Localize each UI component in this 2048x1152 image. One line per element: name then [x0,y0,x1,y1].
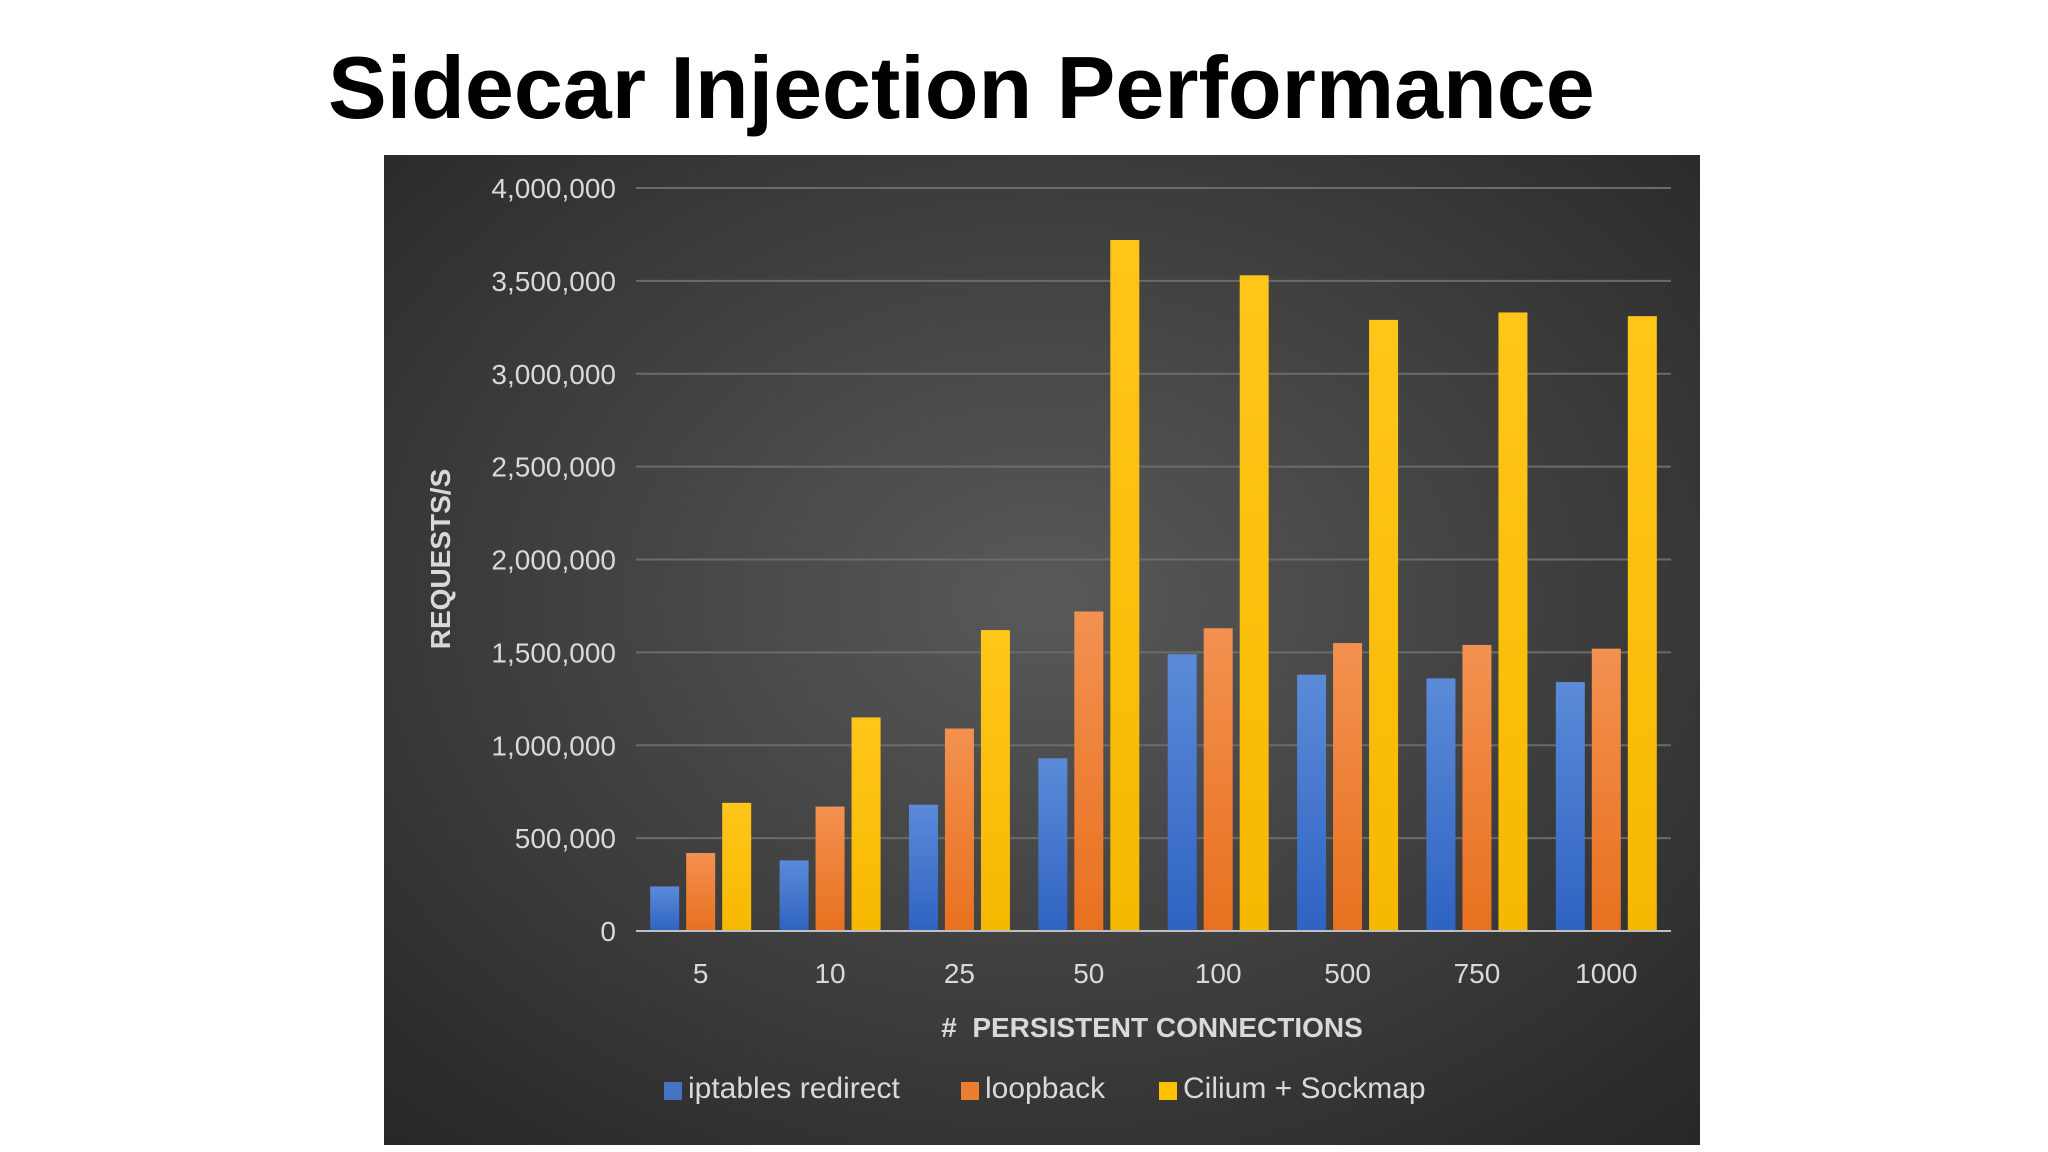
bar-loopback-100 [1203,628,1233,931]
x-tick-label: 25 [944,958,975,989]
y-tick-label: 1,500,000 [491,637,616,668]
legend-swatch [961,1082,979,1100]
bar-cilium-sockmap-1000 [1627,316,1657,931]
y-tick-label: 2,500,000 [491,452,616,483]
bar-iptables-redirect-5 [650,886,680,931]
x-tick-label: 1000 [1575,958,1637,989]
bar-loopback-5 [686,852,716,931]
bar-iptables-redirect-50 [1038,758,1068,931]
y-tick-label: 2,000,000 [491,545,616,576]
legend-label: iptables redirect [688,1072,900,1105]
legend-swatch [1159,1082,1177,1100]
y-tick-label: 3,000,000 [491,359,616,390]
legend-label: Cilium + Sockmap [1183,1072,1426,1105]
x-axis-title: # PERSISTENT CONNECTIONS [941,1012,1363,1043]
y-axis-title: REQUESTS/S [425,469,456,649]
bar-loopback-50 [1074,611,1104,931]
x-tick-label: 50 [1073,958,1104,989]
bar-iptables-redirect-100 [1167,654,1197,931]
bar-iptables-redirect-10 [779,860,809,931]
x-tick-label: 5 [693,958,709,989]
legend: iptables redirect loopback Cilium + Sockma… [664,1072,1426,1105]
bar-chart: 0 500,000 1,000,000 1,500,000 2,000,000 2,500… [384,155,1700,1145]
y-tick-label: 3,500,000 [491,266,616,297]
bar-cilium-sockmap-100 [1239,275,1269,931]
slide-title: Sidecar Injection Performance [328,38,1595,137]
x-tick-label: 10 [814,958,845,989]
bar-cilium-sockmap-10 [851,717,881,931]
legend-swatch [664,1082,682,1100]
bar-loopback-750 [1462,644,1492,931]
bar-iptables-redirect-500 [1297,674,1327,931]
x-tick-label: 500 [1324,958,1371,989]
bar-loopback-25 [944,728,974,931]
y-tick-label: 1,000,000 [491,730,616,761]
bar-cilium-sockmap-750 [1498,312,1528,931]
y-tick-label: 0 [600,916,616,947]
gridlines [636,187,1671,840]
legend-label: loopback [985,1072,1106,1105]
x-tick-label: 750 [1454,958,1501,989]
bar-iptables-redirect-750 [1426,678,1456,931]
bars [650,240,1657,931]
bar-iptables-redirect-25 [908,804,938,931]
bar-cilium-sockmap-5 [722,802,752,931]
axes: 0 500,000 1,000,000 1,500,000 2,000,000 2,500… [491,173,1671,989]
bar-iptables-redirect-1000 [1555,682,1585,931]
x-tick-label: 100 [1195,958,1242,989]
bar-cilium-sockmap-500 [1369,319,1399,931]
bar-loopback-1000 [1591,648,1621,931]
bar-loopback-500 [1333,643,1363,931]
y-tick-label: 500,000 [515,823,616,854]
bar-loopback-10 [815,806,845,931]
y-tick-label: 4,000,000 [491,173,616,204]
bar-cilium-sockmap-25 [980,630,1010,931]
bar-cilium-sockmap-50 [1110,240,1140,931]
